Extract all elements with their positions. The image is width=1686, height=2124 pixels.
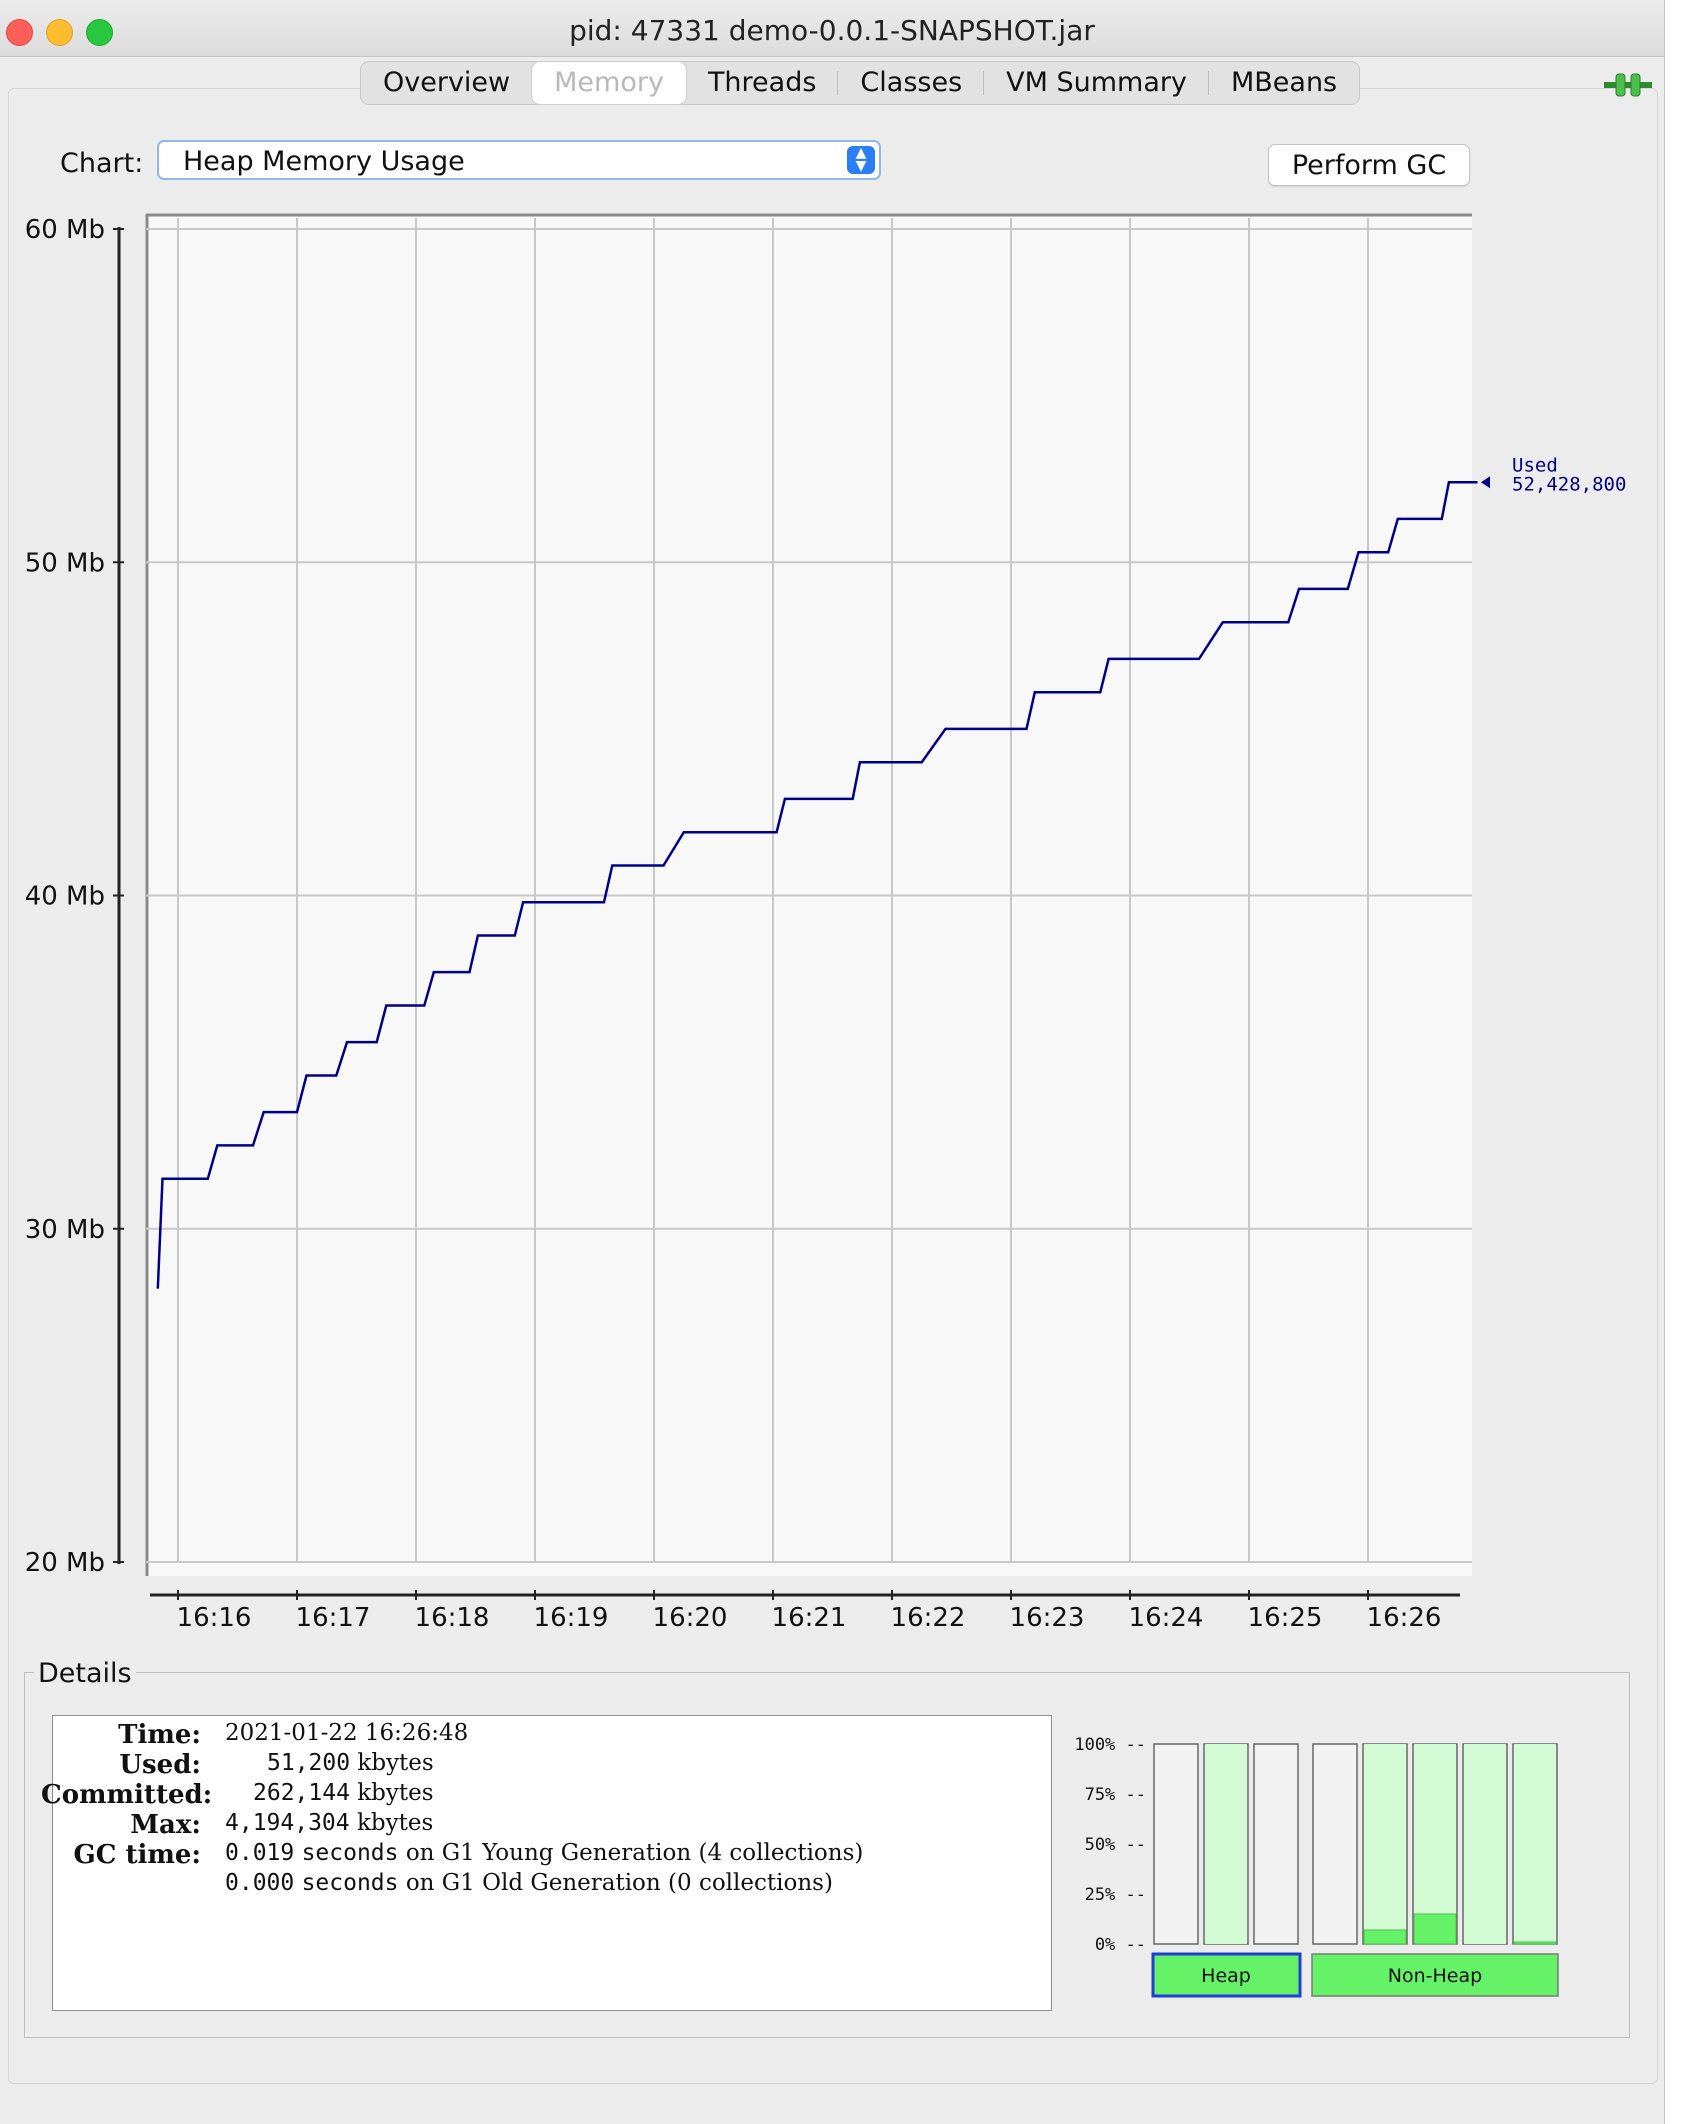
pool-committed-fill (1414, 1744, 1456, 1944)
pool-scale-tick: 25% -- (1085, 1885, 1146, 1905)
x-tick-label: 16:17 (296, 1603, 371, 1633)
heap-pool-bar (1153, 1743, 1199, 1945)
tab-memory[interactable]: Memory (532, 62, 686, 104)
tab-mbeans[interactable]: MBeans (1230, 67, 1338, 98)
used-series-line (156, 481, 1478, 1289)
pool-committed-fill (1205, 1744, 1247, 1944)
gc-time-label: GC time: (73, 1840, 202, 1870)
tab-overview[interactable]: Overview (361, 62, 533, 104)
tab-classes[interactable]: Classes (838, 62, 984, 104)
x-tick-label: 16:26 (1367, 1603, 1442, 1633)
heap-button-bg (1151, 1952, 1302, 1998)
committed-unit: kbytes (357, 1780, 434, 1806)
x-tick-label: 16:22 (891, 1603, 966, 1633)
tab-threads[interactable]: Threads (686, 62, 839, 104)
pool-bar-frame (1312, 1743, 1358, 1945)
legend-series-name: Used (1512, 454, 1558, 476)
pool-committed-fill (1464, 1744, 1506, 1944)
pool-bar-frame (1253, 1743, 1299, 1945)
nonheap-pool-bar (1462, 1743, 1508, 1945)
heap-pool-bar (1253, 1743, 1299, 1945)
used-value: 51,200 (267, 1750, 351, 1776)
details-group (24, 1672, 1630, 2038)
x-tick-label: 16:21 (772, 1603, 847, 1633)
pool-used-fill (1363, 1929, 1407, 1945)
x-tick-label: 16:25 (1248, 1603, 1323, 1633)
gc-young-text: on G1 Young Generation (4 collections) (405, 1840, 864, 1866)
window-title: pid: 47331 demo-0.0.1-SNAPSHOT.jar (569, 14, 1095, 47)
title-bar: pid: 47331 demo-0.0.1-SNAPSHOT.jar (0, 0, 1664, 57)
y-tick-label: 40 Mb (25, 882, 105, 912)
chart-select[interactable]: Heap Memory Usage ▲ ▼ (157, 140, 881, 180)
tab-vm-summary[interactable]: VM Summary (984, 62, 1209, 104)
pool-used-fill (1413, 1913, 1457, 1945)
legend-series-value: 52,428,800 (1512, 473, 1626, 495)
details-info-box: Time: 2021-01-22 16:26:48 Used: 51,200 k… (41, 1715, 1052, 2011)
committed-value: 262,144 (253, 1780, 350, 1806)
pool-scale-tick: 0% -- (1095, 1935, 1146, 1955)
x-tick-label: 16:19 (534, 1603, 609, 1633)
pool-committed-fill (1364, 1744, 1406, 1944)
max-value: 4,194,304 (225, 1810, 350, 1836)
gc-young-unit: seconds (301, 1840, 399, 1866)
used-label: Used: (119, 1750, 201, 1780)
heap-button-label: Heap (1201, 1965, 1251, 1987)
committed-label: Committed: (41, 1780, 213, 1810)
gc-young-seconds: 0.019 (225, 1840, 295, 1866)
chart-label: Chart: (60, 148, 144, 179)
nonheap-pool-bar (1412, 1743, 1458, 1945)
y-tick-label: 50 Mb (25, 548, 105, 578)
pool-scale-tick: 100% -- (1074, 1735, 1146, 1755)
pool-scale-tick: 50% -- (1085, 1835, 1146, 1855)
x-tick-label: 16:24 (1129, 1603, 1204, 1633)
connection-status-icon (1604, 73, 1652, 97)
gc-old-unit: seconds (301, 1870, 399, 1896)
nonheap-button[interactable]: Non-Heap (1311, 1953, 1559, 1997)
x-tick-label: 16:20 (653, 1603, 728, 1633)
y-tick-label: 20 Mb (25, 1548, 105, 1578)
details-title: Details (34, 1658, 136, 1689)
tab-bar: Overview Memory Threads Classes VM Summa… (360, 61, 1361, 105)
used-unit: kbytes (357, 1750, 434, 1776)
max-unit: kbytes (356, 1810, 434, 1836)
nonheap-pool-bar (1312, 1743, 1358, 1945)
zoom-window-button[interactable] (86, 19, 113, 46)
pool-committed-fill (1514, 1744, 1556, 1944)
pool-scale-tick: 75% -- (1085, 1785, 1146, 1805)
minimize-window-button[interactable] (46, 19, 73, 46)
nonheap-pool-bar (1362, 1743, 1408, 1945)
nonheap-button-label: Non-Heap (1388, 1965, 1482, 1987)
gc-old-text: on G1 Old Generation (0 collections) (405, 1870, 833, 1896)
chart-select-value: Heap Memory Usage (183, 146, 465, 177)
heap-pool-bar (1203, 1743, 1249, 1945)
chevron-up-down-icon: ▲ ▼ (847, 146, 875, 174)
close-window-button[interactable] (6, 19, 33, 46)
y-tick-label: 30 Mb (25, 1215, 105, 1245)
perform-gc-button[interactable]: Perform GC (1268, 144, 1470, 186)
y-tick-label: 60 Mb (25, 215, 105, 245)
time-label: Time: (118, 1720, 201, 1750)
heap-button[interactable]: Heap (1151, 1952, 1302, 1998)
x-tick-label: 16:23 (1010, 1603, 1085, 1633)
memory-pool-bars: 100% -- 75% -- 50% -- 25% -- 0% -- Heap Non-He… (1074, 1735, 1559, 1998)
max-label: Max: (130, 1810, 201, 1840)
time-value: 2021-01-22 16:26:48 (225, 1720, 469, 1746)
x-tick-label: 16:16 (177, 1603, 252, 1633)
heap-memory-chart: 20 Mb 30 Mb 40 Mb 50 Mb 60 Mb 16:16 16:17 16:18… (25, 213, 1626, 1633)
series-marker-icon (1481, 476, 1490, 489)
gc-old-seconds: 0.000 (225, 1870, 295, 1896)
x-tick-label: 16:18 (415, 1603, 490, 1633)
pool-used-fill (1513, 1941, 1557, 1945)
pool-bar-frame (1153, 1743, 1199, 1945)
nonheap-pool-bar (1512, 1743, 1558, 1945)
nonheap-button-bg (1311, 1953, 1559, 1997)
